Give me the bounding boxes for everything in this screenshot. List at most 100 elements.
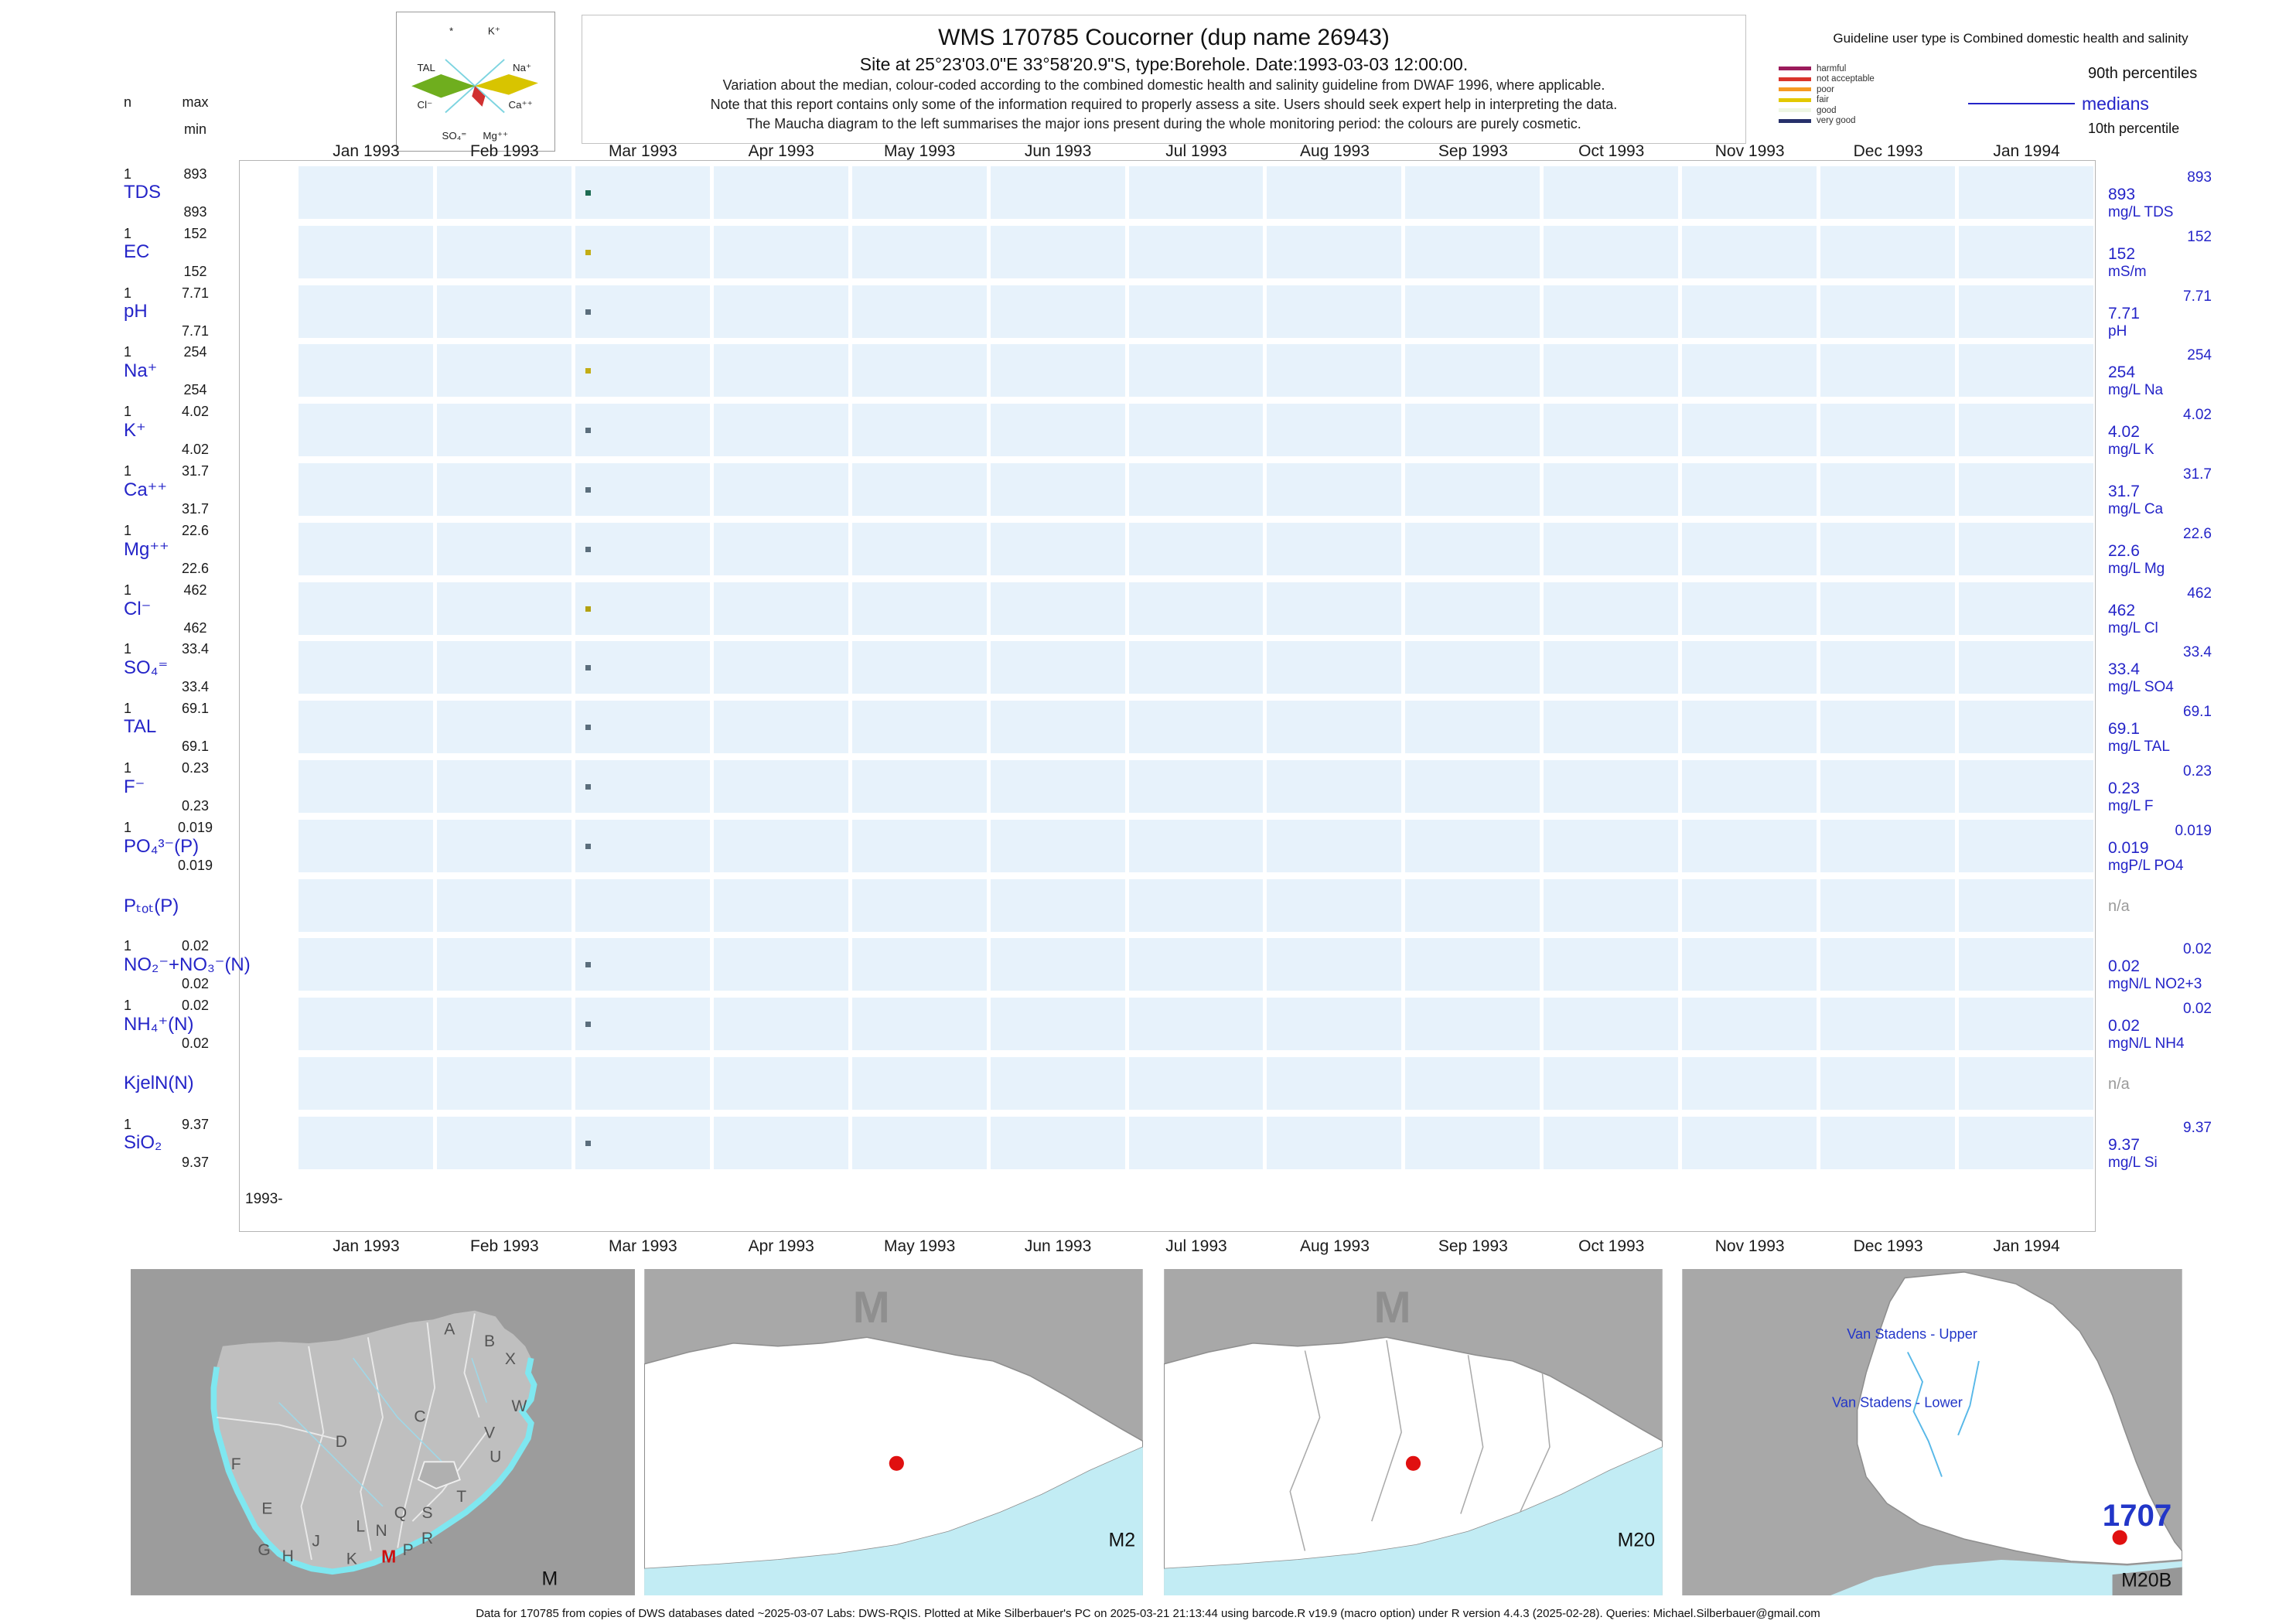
median-value: 33.4	[2108, 660, 2140, 679]
min-value: 254	[183, 382, 207, 398]
region-letter: E	[261, 1499, 272, 1517]
month-cell	[713, 225, 848, 278]
lesotho-enclave	[417, 1461, 461, 1489]
month-cell	[1128, 285, 1264, 338]
param-row-pH: pH 1 7.71 7.71 7.71 7.71 pH	[0, 285, 2296, 339]
footer-text: Data for 170785 from copies of DWS datab…	[476, 1607, 1820, 1620]
month-label: Sep 1993	[1438, 1237, 1508, 1255]
month-cell	[713, 166, 848, 219]
month-cell	[436, 879, 571, 932]
month-cell	[1267, 463, 1402, 516]
station-number-label: 1707	[2103, 1498, 2172, 1533]
median-value: 9.37	[2108, 1135, 2140, 1154]
p90-value: 0.02	[2183, 1001, 2212, 1018]
month-cell	[1820, 998, 1956, 1051]
maucha-so4-label: SO₄⁼	[442, 130, 467, 142]
month-label: Dec 1993	[1853, 142, 1923, 160]
data-point	[585, 368, 591, 374]
legend-class-item: harmful	[1779, 62, 1875, 73]
unit-label: mg/L Cl	[2108, 619, 2158, 636]
sample-count: 1	[123, 701, 131, 717]
month-cell	[436, 701, 571, 754]
month-cell	[1267, 879, 1402, 932]
month-cell	[1544, 166, 1679, 219]
month-cell	[1820, 225, 1956, 278]
secondary-boundaries	[1289, 1339, 1551, 1551]
month-cell	[436, 938, 571, 991]
parameter-label: Pₜₒₜ(P)	[124, 895, 179, 916]
p90-value: 22.6	[2183, 525, 2212, 542]
maucha-diagram: * K⁺ TAL Na⁺ Cl⁻ Ca⁺⁺ SO₄⁼ Mg⁺⁺	[396, 12, 555, 152]
legend-class-item: very good	[1779, 114, 1875, 125]
month-cell	[1682, 998, 1817, 1051]
region-letter: N	[375, 1522, 387, 1540]
month-label: May 1993	[884, 1237, 956, 1255]
month-cell	[1544, 404, 1679, 457]
param-row-KjelN: KjelN(N) n/a	[0, 1057, 2296, 1110]
unit-label: pH	[2108, 322, 2127, 339]
month-cell	[1544, 760, 1679, 813]
month-cell	[990, 879, 1125, 932]
month-cell	[1682, 225, 1817, 278]
month-cell	[1267, 404, 1402, 457]
data-point	[585, 1140, 591, 1146]
region-letter: W	[511, 1397, 527, 1415]
region-letter: V	[484, 1424, 495, 1442]
map-secondary-catchments: M M20	[1164, 1269, 1663, 1595]
max-value: 462	[183, 582, 207, 598]
month-cell	[1544, 938, 1679, 991]
parameter-label: pH	[124, 300, 148, 322]
catchment-m20b-area	[1856, 1271, 2182, 1565]
month-cell	[1267, 760, 1402, 813]
p90-value: 31.7	[2183, 466, 2212, 483]
month-cell	[299, 879, 433, 932]
median-value: 31.7	[2108, 483, 2140, 500]
month-label: Jan 1993	[333, 1237, 400, 1255]
month-cell	[713, 938, 848, 991]
legend-class-swatch	[1779, 118, 1811, 123]
month-labels-bottom: Jan 1993 Feb 1993 Mar 1993 Apr 1993 May 1993…	[297, 1237, 2096, 1257]
p10-label: 10th percentile	[2088, 121, 2180, 136]
month-cell	[713, 285, 848, 338]
legend-class-swatch	[1779, 67, 1811, 71]
data-point	[585, 190, 591, 196]
month-cell	[299, 998, 433, 1051]
month-cell	[1682, 938, 1817, 991]
p90-value: 9.37	[2183, 1119, 2212, 1136]
month-cell	[299, 819, 433, 872]
maucha-na-label: Na⁺	[513, 62, 531, 73]
legend-classes: harmful not acceptable poor fair good very go…	[1779, 62, 1875, 125]
month-cell	[1959, 166, 2093, 219]
report-header: WMS 170785 Coucorner (dup name 26943) Si…	[582, 15, 1746, 144]
month-cell	[436, 522, 571, 575]
month-cell	[1267, 522, 1402, 575]
month-cell	[1128, 225, 1264, 278]
month-cell	[851, 760, 987, 813]
median-value: 22.6	[2108, 541, 2140, 560]
min-value: 22.6	[181, 560, 210, 576]
maucha-na-lobe	[475, 73, 538, 95]
month-cell	[990, 463, 1125, 516]
min-value: 893	[183, 204, 207, 220]
month-cell	[436, 463, 571, 516]
month-label: Jun 1993	[1024, 142, 1092, 160]
month-cell	[1820, 1116, 1956, 1169]
legend-class-item: poor	[1779, 83, 1875, 94]
month-cell	[1959, 522, 2093, 575]
region-letter: G	[258, 1541, 270, 1559]
median-value: 893	[2108, 186, 2136, 203]
p90-value: 152	[2187, 228, 2212, 245]
month-cell	[575, 938, 710, 991]
median-value: 0.23	[2108, 780, 2140, 797]
median-value: 0.019	[2108, 838, 2149, 857]
sample-count: 1	[123, 522, 131, 538]
p90-value: 893	[2187, 169, 2212, 186]
van-stadens-upper-label: Van Stadens - Upper	[1847, 1326, 1977, 1342]
param-row-Mg: Mg⁺⁺ 1 22.6 22.6 22.6 22.6 mg/L Mg	[0, 522, 2296, 577]
month-cell	[1820, 701, 1956, 754]
month-cell	[1820, 760, 1956, 813]
month-cell	[1405, 1057, 1540, 1110]
data-point	[585, 428, 591, 434]
p90-value: 0.019	[2175, 822, 2212, 839]
max-value: 31.7	[181, 463, 210, 479]
